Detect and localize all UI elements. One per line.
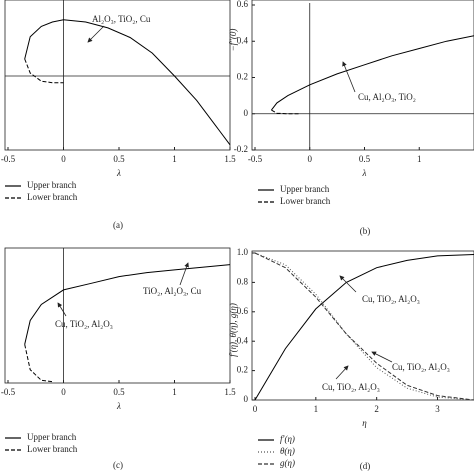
x-tick-label: 2	[374, 404, 379, 414]
annotation: Cu, TiO₂, Al₂O₃	[392, 362, 450, 372]
y-tick-label: -0.2	[234, 144, 248, 154]
panel-caption: (c)	[113, 460, 123, 470]
x-tick-label: 0.5	[359, 154, 371, 164]
legend-label: Upper branch	[27, 432, 77, 442]
x-tick-label: 0.5	[113, 154, 125, 164]
x-tick-label: 0	[61, 387, 66, 397]
annotation-arrow	[335, 365, 349, 380]
y-axis-label: f′(η), θ(η), g(η)	[228, 303, 238, 357]
x-tick-label: 1	[172, 154, 177, 164]
x-tick-label: -0.5	[1, 387, 16, 397]
y-tick-label: 0.2	[237, 72, 248, 82]
x-tick-label: 3	[435, 404, 440, 414]
annotation: Cu, TiO₂, Al₂O₃	[55, 319, 113, 329]
curve	[24, 344, 53, 383]
x-tick-label: 0	[61, 154, 66, 164]
axes-frame	[251, 250, 474, 401]
x-tick-label: 0.5	[113, 387, 125, 397]
y-tick-label: 0.8	[237, 276, 249, 286]
y-tick-label: 0.6	[237, 0, 249, 9]
curve	[254, 254, 474, 401]
annotation: Cu, TiO₂, Al₂O₃	[362, 294, 420, 304]
y-tick-label: 0.4	[237, 35, 249, 45]
curve	[24, 19, 231, 146]
y-tick-label: 1.0	[237, 247, 249, 257]
axes-frame	[4, 247, 231, 384]
x-axis-label: η	[362, 418, 367, 428]
curve	[254, 252, 474, 401]
panel-caption: (d)	[360, 461, 371, 471]
legend-label: g(η)	[280, 458, 295, 468]
y-axis-label: −f″(0)	[228, 29, 238, 52]
curve	[24, 58, 64, 84]
y-tick-label: 0.2	[237, 365, 248, 375]
annotation: Cu, TiO₂, Al₂O₃	[322, 382, 380, 392]
y-tick-label: 0.6	[237, 306, 249, 316]
x-axis-label: λ	[362, 168, 367, 178]
curve	[271, 109, 299, 115]
x-tick-label: 1.5	[224, 387, 236, 397]
y-tick-label: 0	[244, 108, 249, 118]
legend-label: f′(η)	[280, 434, 295, 444]
legend-label: Upper branch	[27, 180, 77, 190]
annotation: TiO₂, Al₂O₃, Cu	[143, 286, 202, 296]
axes-frame	[4, 0, 231, 151]
legend-label: Lower branch	[27, 444, 78, 454]
curve	[24, 264, 231, 345]
annotation: Al₂O₃, TiO₂, Cu	[92, 14, 151, 24]
x-tick-label: 0	[308, 154, 313, 164]
x-axis-label: λ	[116, 168, 121, 178]
x-tick-label: 0	[253, 404, 258, 414]
panel-caption: (a)	[113, 220, 123, 230]
legend-label: Upper branch	[280, 184, 330, 194]
legend-label: Lower branch	[280, 196, 331, 206]
annotation-arrow	[371, 351, 393, 363]
x-tick-label: 1	[172, 387, 177, 397]
annotation-arrow	[179, 262, 189, 286]
panel-caption: (b)	[360, 226, 371, 236]
curve	[254, 252, 474, 401]
annotation: Cu, Al₂O₃, TiO₂	[358, 92, 416, 102]
legend-label: Lower branch	[27, 192, 78, 202]
x-axis-label: λ	[116, 401, 121, 411]
annotation-arrow	[339, 275, 357, 293]
annotation-arrow	[342, 61, 356, 93]
x-tick-label: -0.5	[248, 154, 263, 164]
x-tick-label: 1	[417, 154, 422, 164]
y-tick-label: 0.4	[237, 335, 249, 345]
annotation-arrow	[57, 302, 67, 317]
x-tick-label: -0.5	[1, 154, 16, 164]
annotation-arrow	[87, 25, 105, 43]
axes-frame	[251, 0, 474, 151]
x-tick-label: 1	[314, 404, 319, 414]
curve	[271, 35, 474, 111]
legend-label: θ(η)	[280, 446, 295, 456]
x-tick-label: 1.5	[224, 154, 236, 164]
y-tick-label: 0	[244, 394, 249, 404]
